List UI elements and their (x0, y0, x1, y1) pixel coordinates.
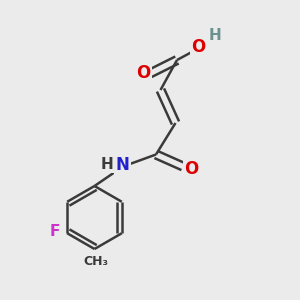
Text: O: O (136, 64, 151, 82)
Text: CH₃: CH₃ (83, 255, 109, 268)
Text: N: N (116, 156, 129, 174)
Text: O: O (191, 38, 205, 56)
Text: F: F (50, 224, 60, 239)
Text: O: O (184, 160, 199, 178)
Text: H: H (101, 157, 114, 172)
Text: H: H (208, 28, 221, 43)
